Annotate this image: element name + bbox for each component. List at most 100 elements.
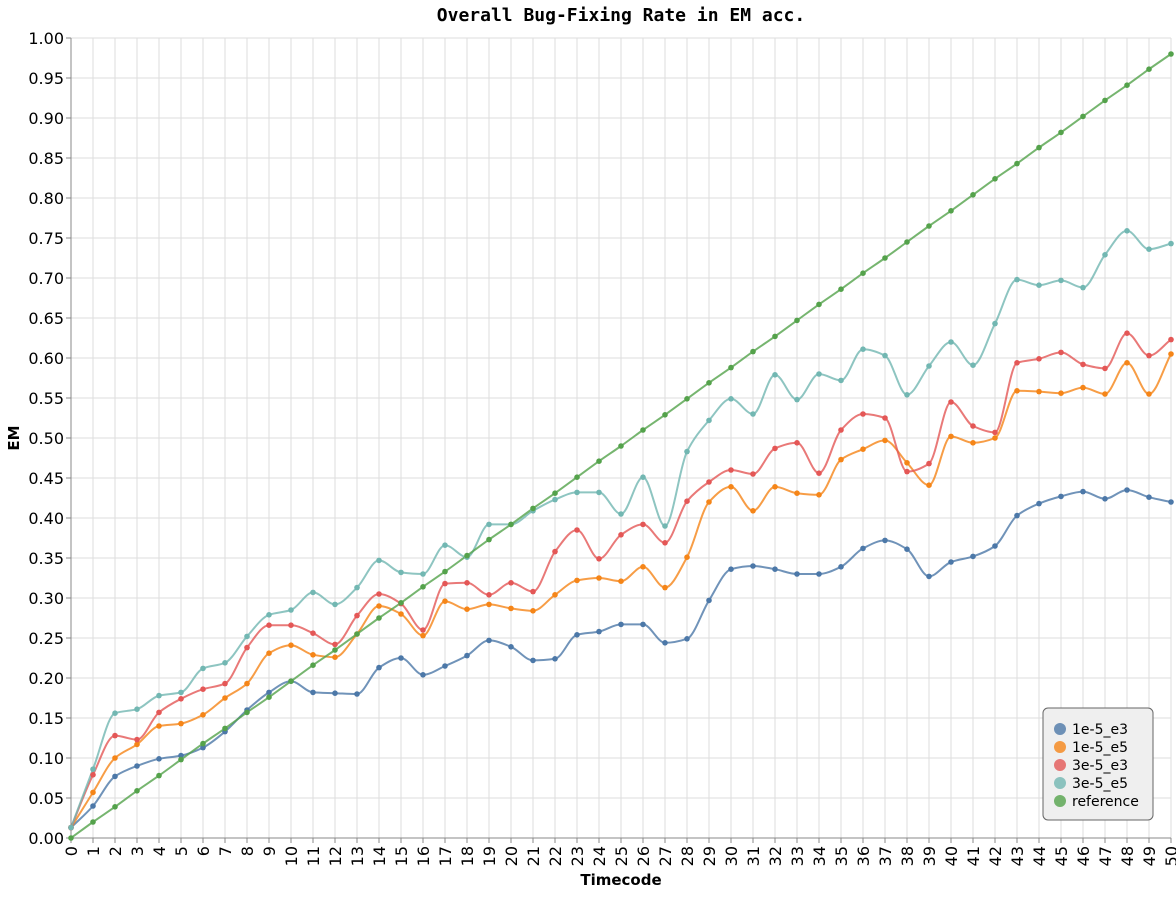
x-tick-label: 42	[986, 846, 1005, 866]
y-tick-label: 0.85	[28, 149, 64, 168]
data-point-3e-5_e3	[200, 686, 206, 692]
x-tick-label: 20	[502, 846, 521, 866]
data-point-3e-5_e5	[904, 392, 910, 398]
x-tick-label: 3	[128, 846, 147, 856]
x-tick-label: 35	[832, 846, 851, 866]
data-point-1e-5_e5	[398, 611, 404, 617]
data-point-reference	[596, 458, 602, 465]
data-point-1e-5_e5	[1036, 388, 1042, 395]
x-tick-label: 4	[150, 846, 169, 856]
data-point-3e-5_e5	[266, 612, 272, 618]
data-point-1e-5_e5	[706, 499, 712, 505]
data-point-1e-5_e3	[530, 657, 536, 664]
data-point-1e-5_e5	[794, 490, 800, 497]
data-point-3e-5_e5	[816, 371, 822, 377]
data-point-3e-5_e5	[398, 569, 404, 576]
data-point-1e-5_e3	[1036, 500, 1042, 507]
data-point-1e-5_e3	[772, 566, 778, 572]
data-point-3e-5_e3	[816, 470, 822, 477]
x-tick-label: 44	[1030, 846, 1049, 866]
y-tick-label: 0.20	[28, 669, 64, 688]
data-point-3e-5_e5	[354, 584, 360, 591]
data-point-reference	[926, 223, 932, 229]
data-point-3e-5_e5	[860, 346, 866, 353]
data-point-1e-5_e5	[376, 603, 382, 609]
data-point-1e-5_e3	[376, 664, 382, 671]
x-tick-label: 40	[942, 846, 961, 866]
x-tick-label: 14	[370, 846, 389, 866]
series-points	[68, 51, 1174, 841]
x-tick-label: 36	[854, 846, 873, 866]
data-point-reference	[486, 536, 492, 543]
data-point-3e-5_e3	[376, 591, 382, 597]
x-axis-title: Timecode	[580, 871, 661, 889]
data-point-1e-5_e3	[398, 655, 404, 661]
gridlines	[70, 37, 1172, 839]
data-point-3e-5_e3	[1146, 352, 1152, 359]
x-tick-label: 30	[722, 846, 741, 866]
data-point-1e-5_e5	[112, 755, 118, 761]
data-point-reference	[750, 348, 756, 355]
data-point-1e-5_e5	[838, 456, 844, 463]
data-point-reference	[706, 380, 712, 386]
data-point-1e-5_e5	[530, 608, 536, 614]
data-point-reference	[816, 301, 822, 308]
data-point-reference	[640, 427, 646, 433]
data-point-reference	[200, 740, 206, 747]
data-point-1e-5_e3	[860, 545, 866, 552]
data-point-3e-5_e5	[948, 339, 954, 345]
x-tick-label: 45	[1052, 846, 1071, 866]
data-point-reference	[420, 584, 426, 590]
x-tick-label: 1	[84, 846, 103, 856]
data-point-1e-5_e5	[882, 437, 888, 444]
data-point-3e-5_e3	[772, 445, 778, 452]
legend-label-1e-5_e5: 1e-5_e5	[1072, 740, 1128, 756]
y-tick-label: 0.80	[28, 189, 64, 208]
data-point-1e-5_e3	[420, 672, 426, 678]
legend-symbol-1e-5_e5	[1054, 741, 1066, 753]
data-point-1e-5_e5	[948, 433, 954, 440]
data-point-1e-5_e3	[640, 621, 646, 628]
y-tick-label: 0.50	[28, 429, 64, 448]
data-point-reference	[178, 756, 184, 763]
data-point-1e-5_e5	[134, 741, 140, 748]
data-point-reference	[222, 725, 228, 732]
data-point-3e-5_e3	[310, 630, 316, 636]
data-point-1e-5_e5	[772, 484, 778, 490]
data-point-3e-5_e5	[134, 706, 140, 712]
data-point-3e-5_e3	[156, 709, 162, 716]
data-point-reference	[1058, 129, 1064, 136]
data-point-1e-5_e5	[1124, 360, 1130, 366]
x-tick-label: 12	[326, 846, 345, 866]
data-point-reference	[728, 364, 734, 371]
data-point-1e-5_e5	[640, 564, 646, 570]
data-point-reference	[156, 772, 162, 779]
data-point-3e-5_e3	[904, 468, 910, 475]
data-point-1e-5_e3	[1102, 496, 1108, 502]
y-tick-label: 0.35	[28, 549, 64, 568]
data-point-1e-5_e5	[156, 723, 162, 729]
data-point-reference	[1124, 82, 1130, 88]
x-tick-label: 29	[700, 846, 719, 866]
data-point-3e-5_e3	[794, 440, 800, 446]
data-point-1e-5_e3	[552, 656, 558, 662]
data-point-1e-5_e3	[750, 563, 756, 569]
data-point-1e-5_e3	[332, 690, 338, 696]
legend-symbol-1e-5_e3	[1054, 723, 1066, 735]
y-tick-label: 0.00	[28, 829, 64, 848]
data-point-reference	[838, 286, 844, 293]
x-tick-label: 8	[238, 846, 257, 856]
data-point-1e-5_e3	[266, 689, 272, 696]
x-tick-label: 15	[392, 846, 411, 866]
data-point-3e-5_e5	[596, 489, 602, 496]
y-tick-label: 0.45	[28, 469, 64, 488]
x-tick-label: 6	[194, 846, 213, 856]
data-point-1e-5_e3	[156, 756, 162, 762]
x-tick-label: 31	[744, 846, 763, 866]
data-point-3e-5_e5	[376, 557, 382, 564]
data-point-reference	[288, 678, 294, 684]
data-point-3e-5_e3	[266, 622, 272, 628]
y-tick-label: 0.60	[28, 349, 64, 368]
data-point-reference	[662, 412, 668, 418]
data-point-reference	[266, 694, 272, 700]
